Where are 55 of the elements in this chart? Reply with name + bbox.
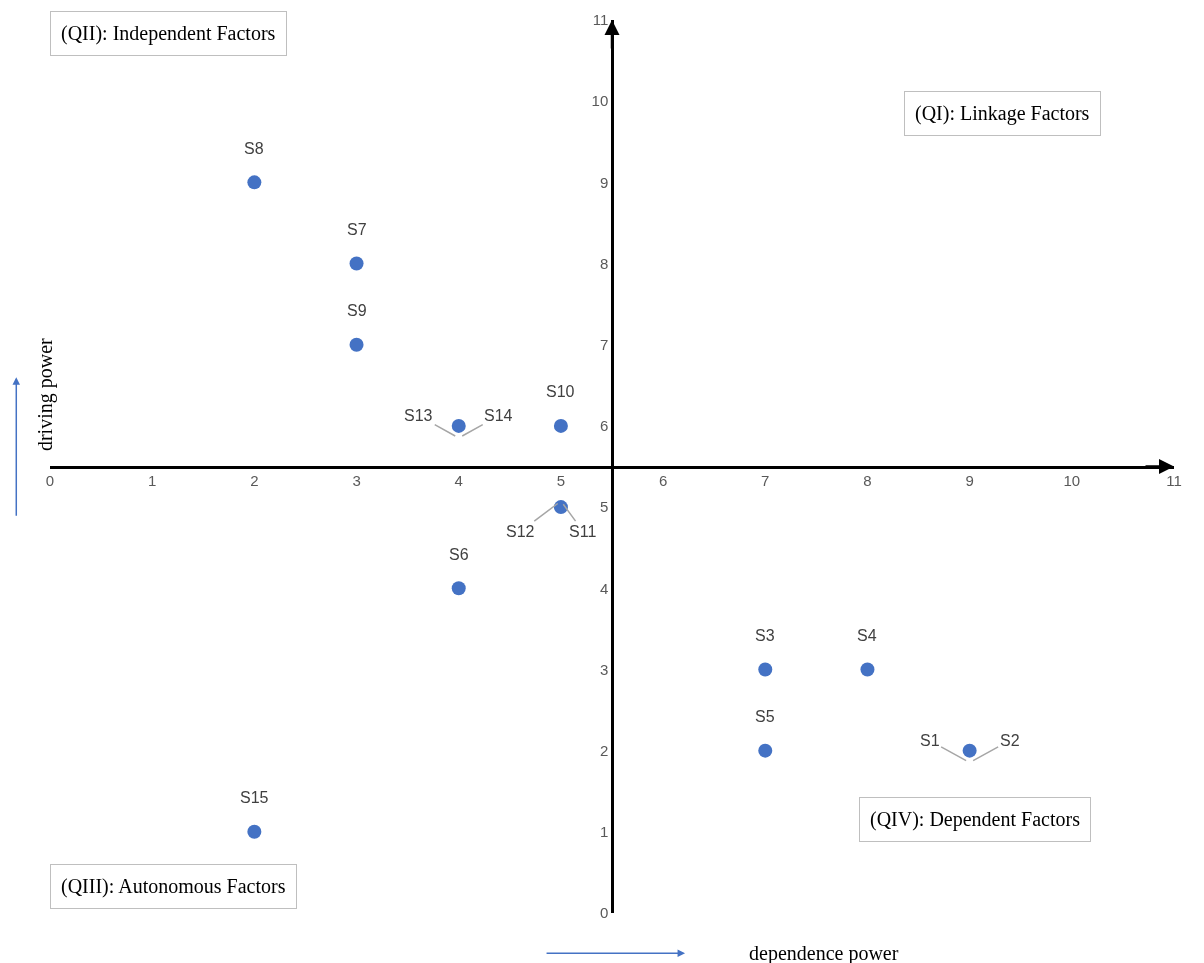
y-tick-label: 4 xyxy=(599,579,609,597)
x-tick-label: 11 xyxy=(1166,472,1182,490)
point xyxy=(758,662,773,677)
point xyxy=(860,662,875,677)
y-tick-label: 10 xyxy=(591,92,609,110)
y-tick-label: 2 xyxy=(599,741,609,759)
point xyxy=(962,743,977,758)
point xyxy=(758,743,773,758)
annotation: S15 xyxy=(240,789,269,806)
x-tick-label: 10 xyxy=(1063,472,1081,490)
y-axis-title: driving power xyxy=(33,337,57,452)
point xyxy=(349,337,364,352)
annotation: S10 xyxy=(546,383,575,400)
x-tick-label: 5 xyxy=(556,472,566,490)
annotation: S2 xyxy=(1000,732,1020,749)
annotation: S12 xyxy=(506,523,535,540)
y-tick-label: 7 xyxy=(599,335,609,353)
annotation: S6 xyxy=(449,546,469,563)
x-tick-label: 0 xyxy=(45,472,55,490)
annotation: (QII): Independent Factors xyxy=(61,22,276,45)
y-tick-label: 11 xyxy=(592,11,609,29)
x-tick-label: 9 xyxy=(965,472,974,490)
point xyxy=(451,418,466,433)
annotation: S14 xyxy=(484,407,513,424)
point xyxy=(553,418,568,433)
x-tick-label: 2 xyxy=(250,472,259,490)
y-tick-label: 8 xyxy=(599,254,609,272)
annotation: S11 xyxy=(569,523,597,540)
annotation: S9 xyxy=(347,302,367,319)
x-tick-label: 4 xyxy=(454,472,463,490)
annotation: (QIV): Dependent Factors xyxy=(870,808,1081,831)
annotation: S13 xyxy=(404,407,433,424)
point xyxy=(451,581,466,596)
annotation: S7 xyxy=(347,221,367,238)
annotation: S5 xyxy=(755,708,775,725)
point xyxy=(349,256,364,271)
y-tick-label: 1 xyxy=(599,823,609,841)
x-tick-label: 8 xyxy=(863,472,872,490)
annotation: S4 xyxy=(857,627,877,644)
y-tick-label: 9 xyxy=(599,173,609,191)
x-tick-label: 1 xyxy=(148,472,157,490)
annotation: (QIII): Autonomous Factors xyxy=(61,875,286,898)
y-tick-label: 3 xyxy=(599,660,609,678)
y-tick-label: 0 xyxy=(599,904,609,922)
point xyxy=(247,175,262,190)
annotation: S8 xyxy=(244,140,264,157)
y-tick-label: 5 xyxy=(599,498,609,516)
annotation: (QI): Linkage Factors xyxy=(915,102,1090,125)
annotation: S1 xyxy=(920,732,940,749)
y-tick-label: 6 xyxy=(599,417,609,435)
x-tick-label: 7 xyxy=(761,472,770,490)
annotation: S3 xyxy=(755,627,775,644)
x-tick-label: 6 xyxy=(658,472,668,490)
point xyxy=(247,824,262,839)
x-tick-label: 3 xyxy=(352,472,361,490)
